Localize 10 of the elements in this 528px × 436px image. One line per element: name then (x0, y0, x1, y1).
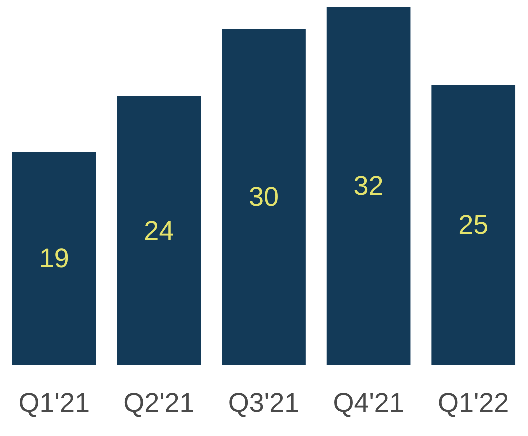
x-tick-label: Q3'21 (228, 388, 300, 418)
x-tick-label: Q2'21 (124, 388, 195, 418)
data-label: 19 (39, 244, 70, 274)
x-tick-label: Q1'21 (18, 388, 90, 418)
data-label: 25 (458, 210, 489, 240)
data-label: 32 (354, 171, 384, 201)
x-tick-label: Q4'21 (333, 388, 404, 418)
data-label: 24 (144, 216, 174, 246)
data-label: 30 (248, 182, 280, 212)
x-tick-label: Q1'22 (438, 388, 510, 418)
